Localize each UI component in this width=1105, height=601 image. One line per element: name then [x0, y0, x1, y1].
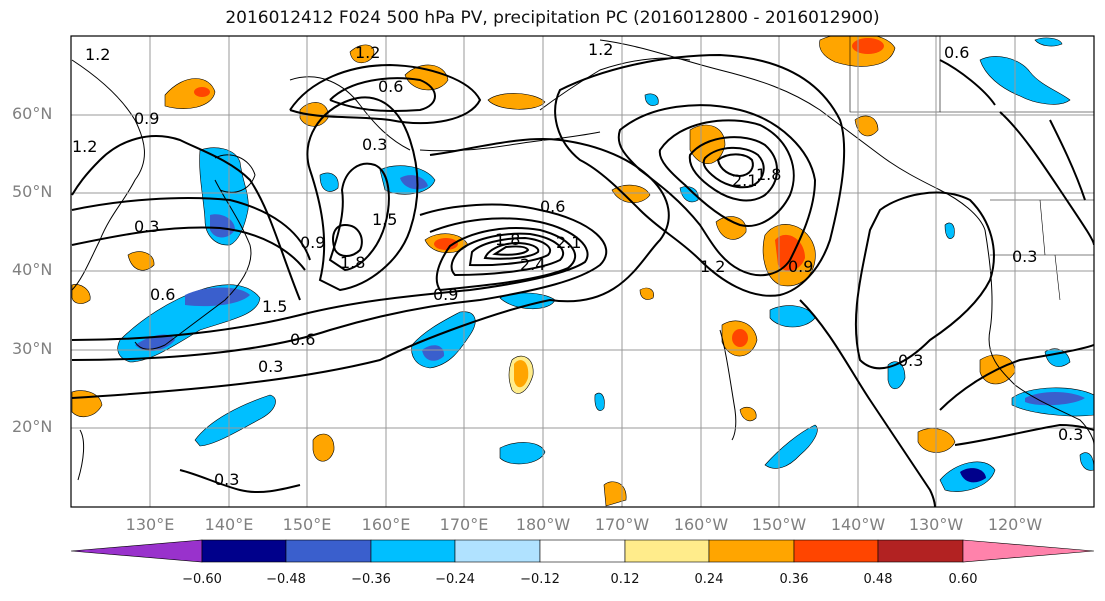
colorbar-segment [454, 539, 541, 563]
contour-label: 1.2 [72, 137, 97, 156]
lon-label: 120°W [987, 515, 1043, 534]
lat-label: 40°N [12, 260, 53, 279]
lon-label: 140°E [204, 515, 254, 534]
colorbar-segment [201, 539, 287, 563]
contour-label: 2.1 [732, 171, 757, 190]
lon-label: 180°W [515, 515, 571, 534]
contour-label: 0.6 [944, 43, 969, 62]
colorbar-segment [370, 539, 456, 563]
colorbar-tick-label: 0.24 [694, 572, 724, 587]
contour-label: 0.6 [540, 197, 565, 216]
contour-label: 1.2 [700, 257, 725, 276]
contour-label: 1.8 [340, 253, 365, 272]
lon-label: 140°W [830, 515, 886, 534]
contour-label: 0.6 [150, 285, 175, 304]
contour-label: 0.3 [362, 135, 387, 154]
contour-label: 1.2 [355, 43, 380, 62]
contour-label: 0.6 [290, 330, 315, 349]
contour-label: 0.9 [134, 109, 159, 128]
colorbar-segment [877, 539, 964, 563]
contour-label: 1.8 [756, 165, 781, 184]
lon-label: 170°E [439, 515, 489, 534]
colorbar-tick-label: −0.24 [435, 572, 475, 587]
lon-label: 150°W [751, 515, 807, 534]
contour-label: 1.5 [262, 297, 287, 316]
contour-label: 0.3 [134, 217, 159, 236]
colorbar-tick-label: −0.12 [520, 572, 560, 587]
contour-label: 0.3 [258, 357, 283, 376]
colorbar-tick-label: −0.36 [351, 572, 391, 587]
contour-label: 2.4 [520, 255, 545, 274]
lat-label: 30°N [12, 339, 53, 358]
lat-label: 60°N [12, 104, 53, 123]
lon-label: 130°E [125, 515, 175, 534]
contour-label: 2.1 [556, 233, 581, 252]
colorbar-segment [793, 539, 879, 563]
colorbar-tick-label: 0.36 [779, 572, 809, 587]
lon-label: 150°E [282, 515, 332, 534]
pv-contours [71, 53, 1094, 507]
contour-label: 0.9 [788, 257, 813, 276]
lon-label: 170°W [594, 515, 650, 534]
contour-label: 1.5 [372, 210, 397, 229]
colorbar-segment [962, 539, 1095, 563]
contour-label: 0.3 [1012, 247, 1037, 266]
map-frame [70, 35, 1095, 508]
colorbar-segment [708, 539, 795, 563]
contour-label: 1.2 [588, 40, 613, 59]
colorbar-tick-label: 0.60 [948, 572, 978, 587]
colorbar-segment [70, 539, 203, 563]
pv-contour-labels: 1.2 1.2 1.2 0.9 1.2 0.6 0.3 0.9 1.5 1.8 … [72, 40, 1083, 489]
contour-label: 0.9 [300, 233, 325, 252]
contour-label: 1.8 [495, 230, 520, 249]
contour-label: 0.3 [898, 351, 923, 370]
precip-shading [71, 36, 1094, 507]
contour-label: 0.6 [378, 77, 403, 96]
colorbar-tick-label: 0.48 [863, 572, 893, 587]
colorbar-segment [624, 539, 710, 563]
lat-label: 50°N [12, 182, 53, 201]
colorbar-segment [285, 539, 372, 563]
contour-label: 0.3 [214, 470, 239, 489]
boundaries [849, 36, 1094, 301]
lat-label: 20°N [12, 417, 53, 436]
lon-label: 130°W [908, 515, 964, 534]
lon-label: 160°E [361, 515, 411, 534]
colorbar [70, 539, 1095, 563]
contour-label: 0.9 [433, 285, 458, 304]
contour-label: 1.2 [85, 45, 110, 64]
colorbar-tick-label: −0.60 [182, 572, 222, 587]
lon-label: 160°W [673, 515, 729, 534]
colorbar-tick-label: 0.12 [610, 572, 640, 587]
colorbar-tick-label: −0.48 [266, 572, 306, 587]
colorbar-segment [539, 539, 626, 563]
map-title: 2016012412 F024 500 hPa PV, precipitatio… [225, 8, 880, 28]
coastlines [71, 39, 1094, 481]
contour-label: 0.3 [1058, 425, 1083, 444]
